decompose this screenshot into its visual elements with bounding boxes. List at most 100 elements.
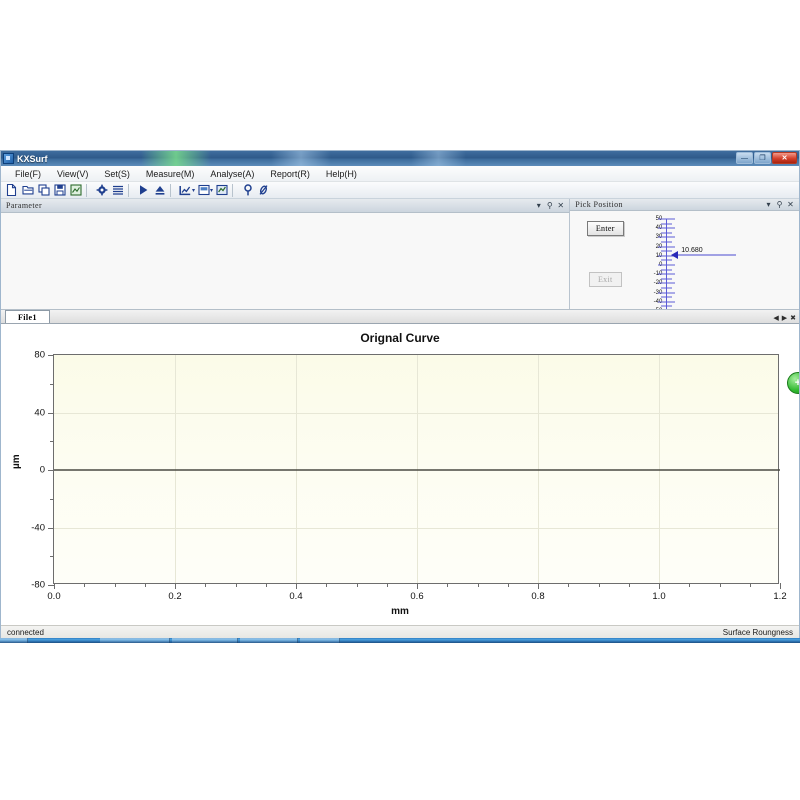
taskbar-item-4[interactable]	[300, 638, 340, 643]
x-axis-tick-minor	[144, 583, 146, 587]
titlebar-highlight-1	[141, 151, 211, 166]
menu-report[interactable]: Report(R)	[270, 168, 310, 179]
grid-line-vertical	[175, 355, 176, 583]
parameter-panel-caption[interactable]: Parameter ▾ ⚲ ✕	[1, 199, 570, 213]
tab-navigation: ◀ ▶ ✖	[773, 315, 796, 322]
x-axis-tick	[659, 583, 660, 589]
gauge-pointer-line	[678, 254, 737, 256]
close-tab-icon[interactable]: ✖	[790, 315, 796, 322]
gauge-tick-minor	[661, 296, 673, 298]
minimize-button[interactable]: —	[736, 152, 753, 164]
prev-tab-icon[interactable]: ◀	[773, 315, 779, 322]
enter-button[interactable]: Enter	[586, 221, 624, 236]
gauge-tick-major	[658, 264, 676, 266]
y-axis-tick	[48, 470, 54, 471]
new-file-icon[interactable]	[4, 183, 19, 198]
x-axis-tick-minor	[235, 583, 237, 587]
taskbar-start-button[interactable]	[0, 638, 28, 643]
chevron-down-icon[interactable]: ▾	[766, 200, 771, 209]
preview-icon[interactable]	[68, 183, 83, 198]
status-connection: connected	[7, 628, 44, 637]
title-bar[interactable]: KXSurf — ❐ ✕	[1, 151, 799, 166]
pick-position-buttons: Enter Exit	[570, 211, 640, 315]
zoom-in-orb[interactable]: +	[787, 372, 799, 394]
toolbar: ▾ ▾	[1, 182, 799, 199]
menu-measure[interactable]: Measure(M)	[145, 168, 195, 179]
y-axis-tick-minor	[50, 556, 54, 558]
x-axis-tick-minor	[598, 583, 600, 587]
taskbar-item-1[interactable]	[100, 638, 170, 643]
save-icon[interactable]	[52, 183, 67, 198]
next-tab-icon[interactable]: ▶	[781, 315, 788, 322]
chart-title: Orignal Curve	[360, 331, 440, 345]
x-axis-tick-minor	[507, 583, 509, 587]
menu-help[interactable]: Help(H)	[325, 168, 357, 179]
close-icon[interactable]: ✕	[787, 200, 794, 209]
x-axis-tick-minor	[628, 583, 630, 587]
parameter-panel-body	[1, 213, 570, 309]
menu-set[interactable]: Set(S)	[104, 168, 130, 179]
x-axis-tick-minor	[205, 583, 207, 587]
export-chart-caret-icon[interactable]: ▾	[192, 187, 196, 194]
taskbar-item-2[interactable]	[172, 638, 238, 643]
list-icon[interactable]	[110, 183, 125, 198]
analysis-chart-icon[interactable]	[214, 183, 229, 198]
x-axis-tick-minor	[719, 583, 721, 587]
locate-icon[interactable]	[240, 183, 255, 198]
close-icon[interactable]: ✕	[557, 201, 565, 210]
dock-row: Parameter ▾ ⚲ ✕ Pick Position ▾ ⚲ ✕	[1, 199, 799, 315]
settings-gear-icon[interactable]	[94, 183, 109, 198]
x-axis-tick-minor	[265, 583, 267, 587]
eject-icon[interactable]	[152, 183, 167, 198]
x-axis-label: mm	[391, 606, 409, 617]
curve-series	[54, 469, 780, 471]
y-axis-tick-label: -40	[31, 522, 45, 533]
gauge-tick-minor	[661, 278, 673, 280]
report-caret-icon[interactable]: ▾	[210, 187, 214, 194]
x-axis-tick-minor	[114, 583, 116, 587]
gauge-tick-minor	[661, 232, 673, 234]
grid-line-vertical	[538, 355, 539, 583]
copy-icon[interactable]	[36, 183, 51, 198]
menu-file[interactable]: File(F)	[15, 168, 41, 179]
link-icon[interactable]	[256, 183, 271, 198]
application-window: KXSurf — ❐ ✕ File(F) View(V) Set(S) Meas…	[0, 150, 800, 640]
pick-position-panel: Pick Position ▾ ⚲ ✕ Enter Exit 504030201…	[570, 199, 799, 315]
gauge-tick-major	[658, 282, 676, 284]
doc-tab-file1[interactable]: File1	[5, 310, 50, 323]
x-axis-tick-minor	[84, 583, 86, 587]
window-title: KXSurf	[17, 153, 48, 164]
menu-analyse[interactable]: Analyse(A)	[210, 168, 255, 179]
os-taskbar[interactable]	[0, 638, 800, 643]
x-axis-tick-label: 0.6	[410, 591, 424, 602]
pin-icon[interactable]: ⚲	[776, 200, 783, 209]
plot-canvas[interactable]: 80 40 0 -40 -80 0.0 0.2 0.4 0.6 0.8 1.0 1.2	[31, 350, 786, 603]
pin-icon[interactable]: ⚲	[546, 201, 553, 210]
x-axis-tick	[54, 583, 55, 589]
y-axis-tick	[48, 355, 54, 356]
gauge-pointer-icon[interactable]	[671, 251, 679, 260]
gauge-tick-major	[658, 292, 676, 294]
x-axis-tick	[417, 583, 418, 589]
pick-position-panel-caption[interactable]: Pick Position ▾ ⚲ ✕	[570, 199, 799, 211]
gauge-tick-minor	[661, 305, 673, 307]
app-icon	[3, 153, 14, 164]
report-icon[interactable]	[196, 183, 211, 198]
gauge-tick-major	[658, 301, 676, 303]
chevron-down-icon[interactable]: ▾	[536, 201, 541, 210]
gauge-tick-major	[658, 236, 676, 238]
export-chart-icon[interactable]	[178, 183, 193, 198]
chart-area: Orignal Curve µm mm 80 40 0 -40 -80 0.0 0.2 0.4…	[1, 324, 799, 629]
x-axis-tick-minor	[689, 583, 691, 587]
taskbar-item-3[interactable]	[240, 638, 298, 643]
open-folder-icon[interactable]	[20, 183, 35, 198]
x-axis-tick-minor	[326, 583, 328, 587]
menu-view[interactable]: View(V)	[57, 168, 89, 179]
maximize-button[interactable]: ❐	[754, 152, 771, 164]
x-axis-tick	[538, 583, 539, 589]
position-gauge[interactable]: 50403020100-10-20-30-40-50 10.680	[640, 215, 770, 315]
close-button[interactable]: ✕	[772, 152, 797, 164]
y-axis-tick-minor	[50, 441, 54, 443]
play-icon[interactable]	[136, 183, 151, 198]
gauge-tick-major	[658, 273, 676, 275]
